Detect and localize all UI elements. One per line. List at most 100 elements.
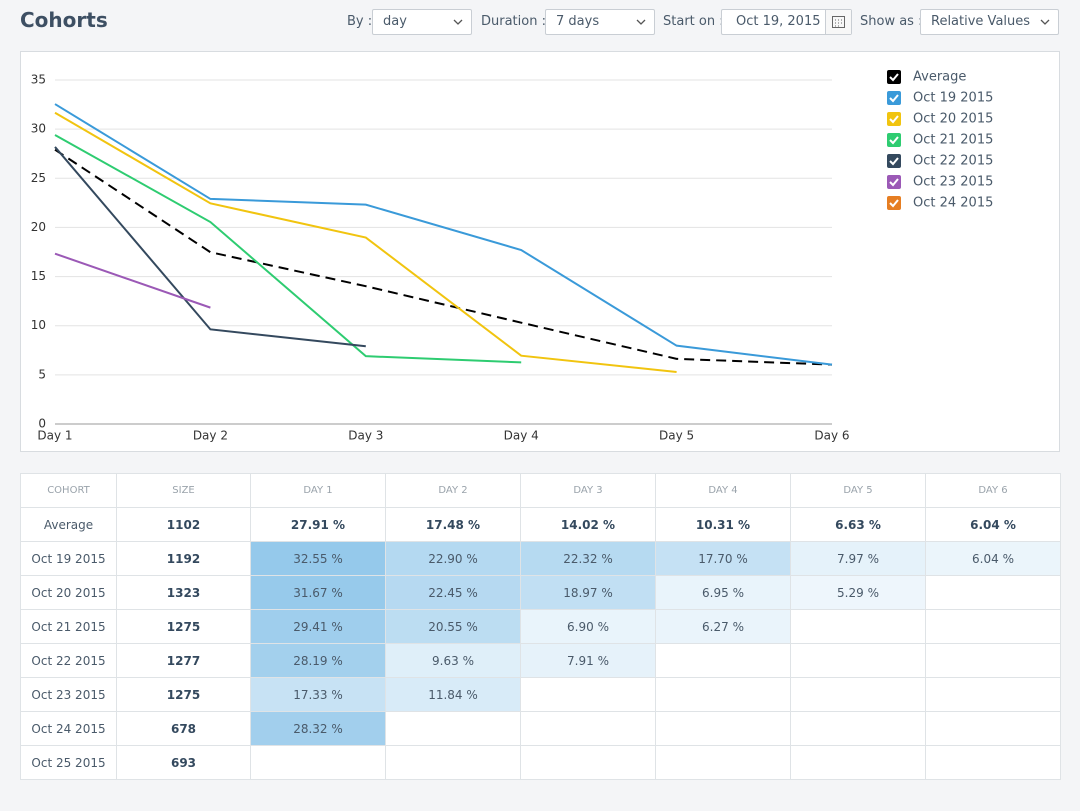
table-row: Average 1102 27.91 % 17.48 % 14.02 % 10.31 % 6…: [20, 507, 1061, 542]
legend-item[interactable]: Oct 23 2015: [887, 175, 993, 190]
table-cell: 6.04 %: [925, 507, 1061, 542]
table-cell: 22.45 %: [385, 575, 521, 610]
table-cell: 1275: [116, 677, 251, 712]
table-cell: 27.91 %: [250, 507, 386, 542]
table-cell: 6.95 %: [655, 575, 791, 610]
show-select[interactable]: Relative Values: [920, 9, 1059, 35]
table-cell: [790, 711, 926, 746]
legend-item[interactable]: Oct 24 2015: [887, 196, 993, 211]
legend-item[interactable]: Oct 21 2015: [887, 133, 993, 148]
series-line: [54, 134, 522, 364]
table-cell: 28.19 %: [250, 643, 386, 678]
by-select[interactable]: day: [372, 9, 472, 35]
table-cell: 1192: [116, 541, 251, 576]
table-cell: 29.41 %: [250, 609, 386, 644]
table-cell: [385, 711, 521, 746]
table-row: Oct 19 2015 1192 32.55 % 22.90 % 22.32 % 17.7…: [20, 541, 1061, 576]
column-header: DAY 4: [655, 473, 791, 508]
table-cell: 693: [116, 745, 251, 780]
table-cell: 20.55 %: [385, 609, 521, 644]
x-tick-label: Day 2: [193, 429, 228, 443]
legend-checkbox: [887, 196, 901, 210]
y-tick-label: 35: [31, 73, 46, 87]
column-header: DAY 5: [790, 473, 926, 508]
table-cell: 1102: [116, 507, 251, 542]
table-cell: 1277: [116, 643, 251, 678]
table-cell: [655, 745, 791, 780]
table-row: Oct 20 2015 1323 31.67 % 22.45 % 18.97 % 6.95…: [20, 575, 1061, 610]
table-cell: 17.48 %: [385, 507, 521, 542]
y-tick-label: 20: [31, 220, 46, 234]
table-cell: [790, 677, 926, 712]
legend-checkbox: [887, 133, 901, 147]
table-cell: 6.04 %: [925, 541, 1061, 576]
legend-label: Oct 21 2015: [913, 133, 993, 148]
table-cell: 22.90 %: [385, 541, 521, 576]
table-cell: 5.29 %: [790, 575, 926, 610]
check-mark: [889, 94, 899, 103]
by-value: day: [383, 14, 407, 29]
y-tick-label: 10: [31, 318, 46, 332]
series-line: [54, 148, 833, 366]
table-cell: [655, 711, 791, 746]
chevron: [453, 19, 463, 25]
column-header: DAY 3: [520, 473, 656, 508]
check-mark: [889, 157, 899, 166]
table-cell: 17.33 %: [250, 677, 386, 712]
x-tick-label: Day 6: [814, 429, 849, 443]
legend-checkbox: [887, 154, 901, 168]
series-line: [54, 252, 211, 309]
table-cell: [790, 609, 926, 644]
table-cell: 14.02 %: [520, 507, 656, 542]
table-cell: Oct 19 2015: [20, 541, 117, 576]
legend-item[interactable]: Average: [887, 70, 966, 85]
legend-item[interactable]: Oct 22 2015: [887, 154, 993, 169]
legend-checkbox: [887, 91, 901, 105]
duration-select[interactable]: 7 days: [545, 9, 655, 35]
check-mark: [889, 199, 899, 208]
series-line: [54, 111, 677, 374]
table-cell: [790, 745, 926, 780]
table-cell: Oct 22 2015: [20, 643, 117, 678]
table-row: Oct 25 2015 693: [20, 745, 1061, 780]
table-cell: 17.70 %: [655, 541, 791, 576]
table-cell: 6.63 %: [790, 507, 926, 542]
legend-label: Oct 19 2015: [913, 91, 993, 106]
table-cell: [520, 711, 656, 746]
legend-item[interactable]: Oct 20 2015: [887, 112, 993, 127]
column-header: DAY 6: [925, 473, 1061, 508]
table-cell: [925, 643, 1061, 678]
table-cell: 22.32 %: [520, 541, 656, 576]
table-cell: Oct 25 2015: [20, 745, 117, 780]
table-cell: 28.32 %: [250, 711, 386, 746]
check-mark: [889, 136, 899, 145]
chevron: [636, 19, 646, 25]
table-cell: 6.90 %: [520, 609, 656, 644]
y-tick-label: 25: [31, 171, 46, 185]
table-cell: Average: [20, 507, 117, 542]
start-date-input[interactable]: Oct 19, 2015: [721, 9, 852, 35]
table-row: Oct 24 2015 678 28.32 %: [20, 711, 1061, 746]
legend-label: Oct 20 2015: [913, 112, 993, 127]
table-cell: 9.63 %: [385, 643, 521, 678]
check-mark: [889, 115, 899, 124]
calendar-button[interactable]: [825, 10, 851, 34]
series-line: [54, 103, 833, 366]
legend-checkbox: [887, 175, 901, 189]
legend-checkbox: [887, 112, 901, 126]
legend-label: Oct 23 2015: [913, 175, 993, 190]
x-tick-label: Day 1: [37, 429, 72, 443]
table-row: Oct 21 2015 1275 29.41 % 20.55 % 6.90 % 6.27 …: [20, 609, 1061, 644]
table-cell: [925, 609, 1061, 644]
table-cell: 6.27 %: [655, 609, 791, 644]
table-cell: [925, 575, 1061, 610]
chevron: [1040, 19, 1050, 25]
column-header: DAY 2: [385, 473, 521, 508]
duration-value: 7 days: [556, 14, 600, 29]
header-row: COHORT SIZE DAY 1 DAY 2 DAY 3 DAY 4 DAY 5 DAY 6: [20, 473, 1061, 508]
check-mark: [889, 73, 899, 82]
series-line: [54, 146, 366, 348]
table-cell: [520, 677, 656, 712]
legend-item[interactable]: Oct 19 2015: [887, 91, 993, 106]
